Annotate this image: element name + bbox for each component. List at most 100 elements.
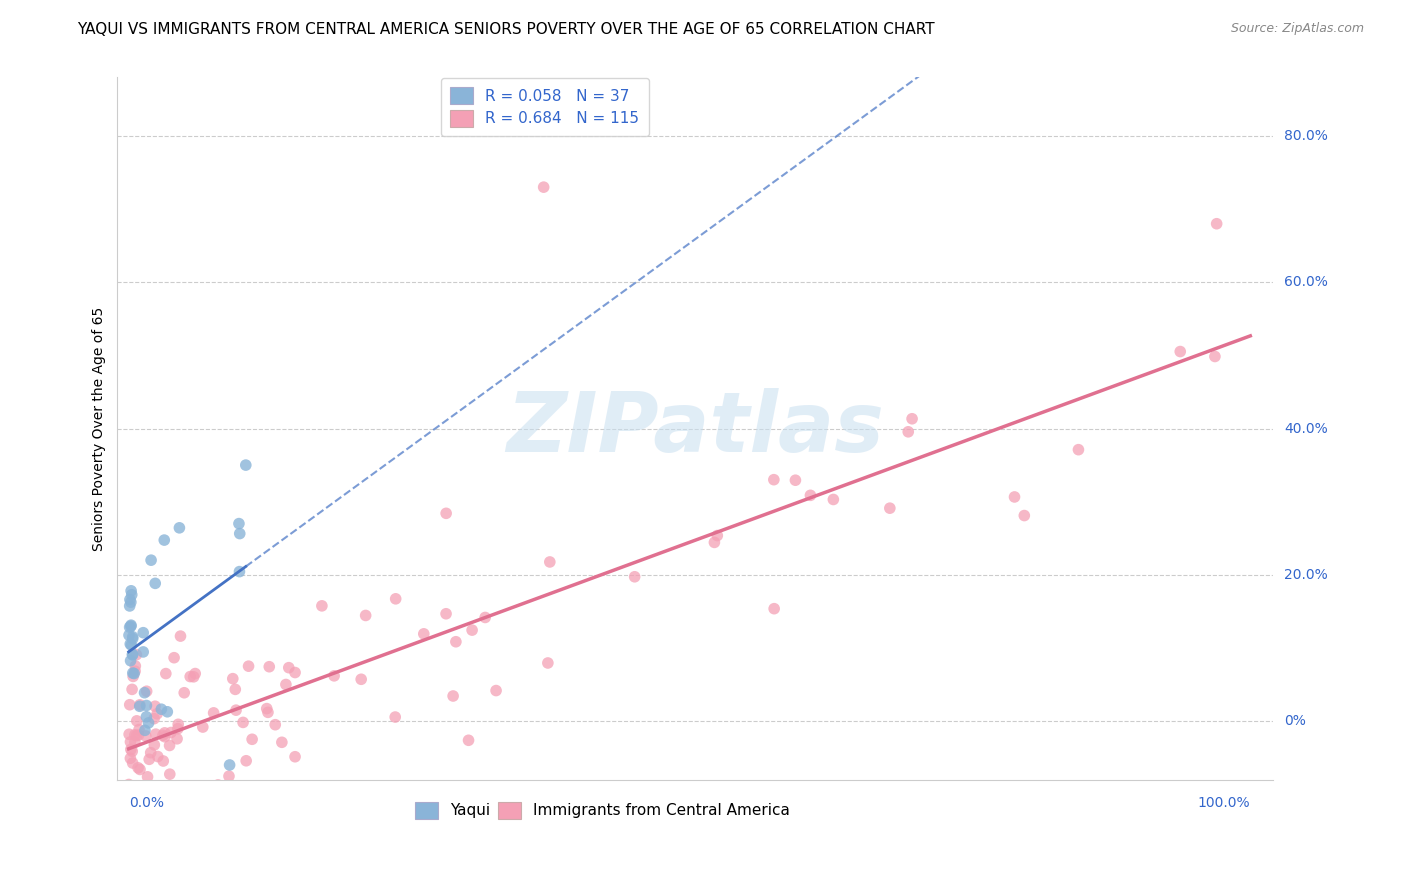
Point xyxy=(124,659,146,673)
Point xyxy=(270,735,292,749)
Point xyxy=(179,669,201,683)
Point xyxy=(128,699,150,714)
Point xyxy=(384,710,406,724)
Point xyxy=(125,729,148,743)
Point xyxy=(444,634,467,648)
Point xyxy=(441,689,464,703)
Point xyxy=(143,792,166,806)
Point xyxy=(127,761,149,775)
Point xyxy=(132,645,155,659)
Point xyxy=(173,686,195,700)
Point xyxy=(169,521,191,535)
Point xyxy=(135,684,157,698)
Point xyxy=(122,669,145,683)
Point xyxy=(121,630,143,644)
Point xyxy=(197,821,219,835)
Point xyxy=(763,601,786,615)
Point xyxy=(434,506,457,520)
Point xyxy=(124,664,146,678)
Point xyxy=(121,648,143,662)
Point xyxy=(118,599,141,613)
Point xyxy=(228,516,250,531)
Point xyxy=(155,791,177,805)
Point xyxy=(155,666,177,681)
Point xyxy=(132,625,155,640)
Point xyxy=(121,744,143,758)
Point xyxy=(207,778,229,792)
Point xyxy=(145,727,167,741)
Point xyxy=(434,607,457,621)
Point xyxy=(143,699,166,714)
Point xyxy=(139,746,162,760)
Point xyxy=(118,698,141,712)
Point xyxy=(218,769,240,783)
Point xyxy=(229,526,252,541)
Point xyxy=(153,730,176,744)
Point xyxy=(134,723,156,738)
Point xyxy=(143,712,166,726)
Point xyxy=(218,758,240,772)
Point xyxy=(785,473,807,487)
Legend: Yaqui, Immigrants from Central America: Yaqui, Immigrants from Central America xyxy=(409,796,796,824)
Point xyxy=(121,756,143,770)
Point xyxy=(125,803,148,817)
Point xyxy=(264,717,287,731)
Point xyxy=(169,629,191,643)
Point xyxy=(191,720,214,734)
Point xyxy=(222,672,245,686)
Point xyxy=(1204,350,1226,364)
Point xyxy=(485,683,508,698)
Point xyxy=(120,619,142,633)
Point xyxy=(138,715,160,730)
Point xyxy=(120,583,142,598)
Point xyxy=(134,686,156,700)
Point xyxy=(538,555,561,569)
Text: 100.0%: 100.0% xyxy=(1198,797,1250,811)
Point xyxy=(259,659,281,673)
Point xyxy=(897,425,920,439)
Point xyxy=(153,726,176,740)
Point xyxy=(277,661,299,675)
Point xyxy=(901,411,924,425)
Point xyxy=(118,777,141,791)
Point xyxy=(224,682,246,697)
Point xyxy=(128,698,150,712)
Point xyxy=(136,770,159,784)
Text: 20.0%: 20.0% xyxy=(1284,568,1327,582)
Point xyxy=(762,473,785,487)
Point xyxy=(118,592,141,607)
Point xyxy=(474,610,496,624)
Point xyxy=(135,698,157,713)
Point xyxy=(354,608,377,623)
Point xyxy=(135,729,157,743)
Point xyxy=(823,492,845,507)
Point xyxy=(183,670,205,684)
Text: ZIPatlas: ZIPatlas xyxy=(506,388,884,469)
Point xyxy=(311,599,333,613)
Point xyxy=(118,727,141,741)
Point xyxy=(139,553,162,567)
Point xyxy=(152,754,174,768)
Text: 80.0%: 80.0% xyxy=(1284,129,1327,143)
Point xyxy=(184,666,207,681)
Point xyxy=(121,682,143,697)
Point xyxy=(274,677,297,691)
Point xyxy=(121,781,143,796)
Point xyxy=(153,533,176,547)
Point xyxy=(1004,490,1026,504)
Point xyxy=(706,528,728,542)
Point xyxy=(118,628,141,642)
Point xyxy=(1205,217,1227,231)
Point xyxy=(225,703,247,717)
Point xyxy=(138,752,160,766)
Point xyxy=(135,710,157,724)
Point xyxy=(159,767,181,781)
Point xyxy=(236,784,259,798)
Point xyxy=(121,648,143,662)
Point xyxy=(156,705,179,719)
Point xyxy=(128,728,150,742)
Point xyxy=(163,650,186,665)
Point xyxy=(461,623,484,637)
Point xyxy=(235,754,257,768)
Point xyxy=(124,735,146,749)
